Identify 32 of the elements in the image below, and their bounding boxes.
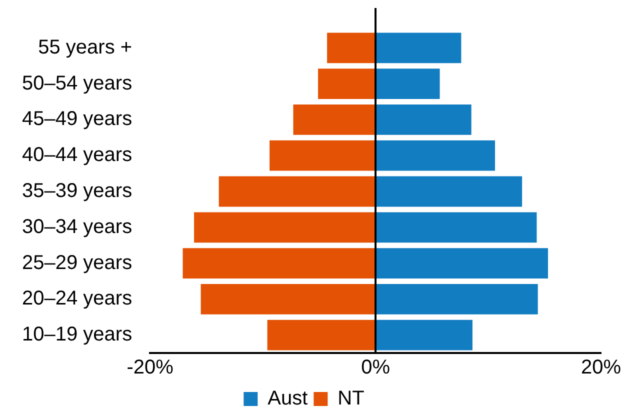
- bar: [376, 284, 538, 314]
- x-tick-label: 20%: [580, 356, 622, 379]
- y-tick-label: 20–24 years: [22, 288, 132, 310]
- bar: [376, 32, 462, 64]
- bar: [200, 284, 376, 314]
- bar: [327, 32, 376, 64]
- bar: [218, 176, 376, 207]
- bar: [376, 104, 472, 135]
- bar: [376, 248, 548, 278]
- bar: [194, 212, 376, 243]
- x-tick-label: -20%: [126, 356, 174, 379]
- y-tick-label: 45–49 years: [22, 108, 132, 130]
- y-tick-label: 10–19 years: [22, 324, 132, 346]
- bar: [376, 140, 496, 171]
- bar: [293, 104, 376, 135]
- bar: [376, 320, 472, 350]
- y-tick-label: 50–54 years: [22, 72, 132, 94]
- bar: [182, 248, 376, 278]
- bar: [267, 320, 376, 350]
- y-tick-label: 55 years +: [38, 36, 132, 58]
- legend-label: NT: [338, 388, 364, 410]
- bar: [318, 68, 376, 100]
- y-tick-label: 30–34 years: [22, 216, 132, 238]
- y-tick-label: 40–44 years: [22, 144, 132, 166]
- bar: [376, 212, 537, 243]
- x-tick-label: 0%: [361, 356, 390, 379]
- bar: [376, 68, 440, 100]
- y-tick-label: 35–39 years: [22, 180, 132, 202]
- y-tick-label: 25–29 years: [22, 252, 132, 274]
- bar: [376, 176, 522, 207]
- bar: [270, 140, 376, 171]
- legend-label: Aust: [268, 388, 308, 410]
